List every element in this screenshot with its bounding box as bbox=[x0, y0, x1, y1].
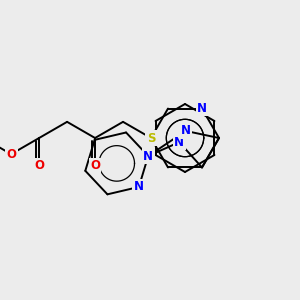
Text: O: O bbox=[90, 159, 100, 172]
Text: N: N bbox=[143, 149, 153, 163]
Text: O: O bbox=[6, 148, 16, 161]
Text: N: N bbox=[174, 136, 184, 149]
Text: N: N bbox=[181, 124, 191, 137]
Text: O: O bbox=[34, 159, 44, 172]
Text: N: N bbox=[197, 102, 207, 115]
Text: S: S bbox=[147, 131, 155, 145]
Text: N: N bbox=[134, 180, 144, 194]
